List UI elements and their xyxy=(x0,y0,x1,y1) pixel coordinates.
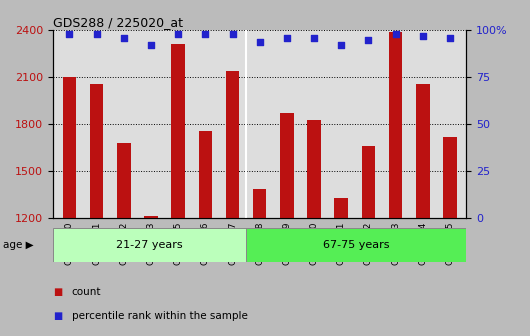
Point xyxy=(65,31,74,37)
Bar xyxy=(171,44,185,218)
Point xyxy=(392,31,400,37)
Point xyxy=(282,35,291,40)
Point xyxy=(92,31,101,37)
Text: 21-27 years: 21-27 years xyxy=(116,240,183,250)
Bar xyxy=(280,113,294,218)
Point xyxy=(228,31,237,37)
Point xyxy=(446,35,454,40)
Bar xyxy=(307,120,321,218)
Text: age ▶: age ▶ xyxy=(3,240,33,250)
Point xyxy=(419,33,427,39)
Point xyxy=(147,43,155,48)
Point xyxy=(119,35,128,40)
Bar xyxy=(416,84,430,218)
Text: GDS288 / 225020_at: GDS288 / 225020_at xyxy=(53,16,183,29)
Point xyxy=(174,31,182,37)
Bar xyxy=(63,77,76,218)
Bar xyxy=(226,71,240,218)
Text: percentile rank within the sample: percentile rank within the sample xyxy=(72,311,248,321)
Bar xyxy=(53,228,246,262)
Bar xyxy=(443,137,457,218)
Bar xyxy=(144,216,158,218)
Text: count: count xyxy=(72,287,101,297)
Text: ■: ■ xyxy=(53,287,62,297)
Bar xyxy=(253,188,267,218)
Bar xyxy=(361,146,375,218)
Bar xyxy=(117,143,130,218)
Point xyxy=(364,37,373,42)
Bar xyxy=(199,131,212,218)
Bar xyxy=(246,228,466,262)
Text: 67-75 years: 67-75 years xyxy=(323,240,390,250)
Bar xyxy=(389,32,402,218)
Point xyxy=(310,35,319,40)
Bar xyxy=(90,84,103,218)
Text: ■: ■ xyxy=(53,311,62,321)
Point xyxy=(337,43,346,48)
Point xyxy=(255,39,264,44)
Bar xyxy=(334,198,348,218)
Point xyxy=(201,31,209,37)
